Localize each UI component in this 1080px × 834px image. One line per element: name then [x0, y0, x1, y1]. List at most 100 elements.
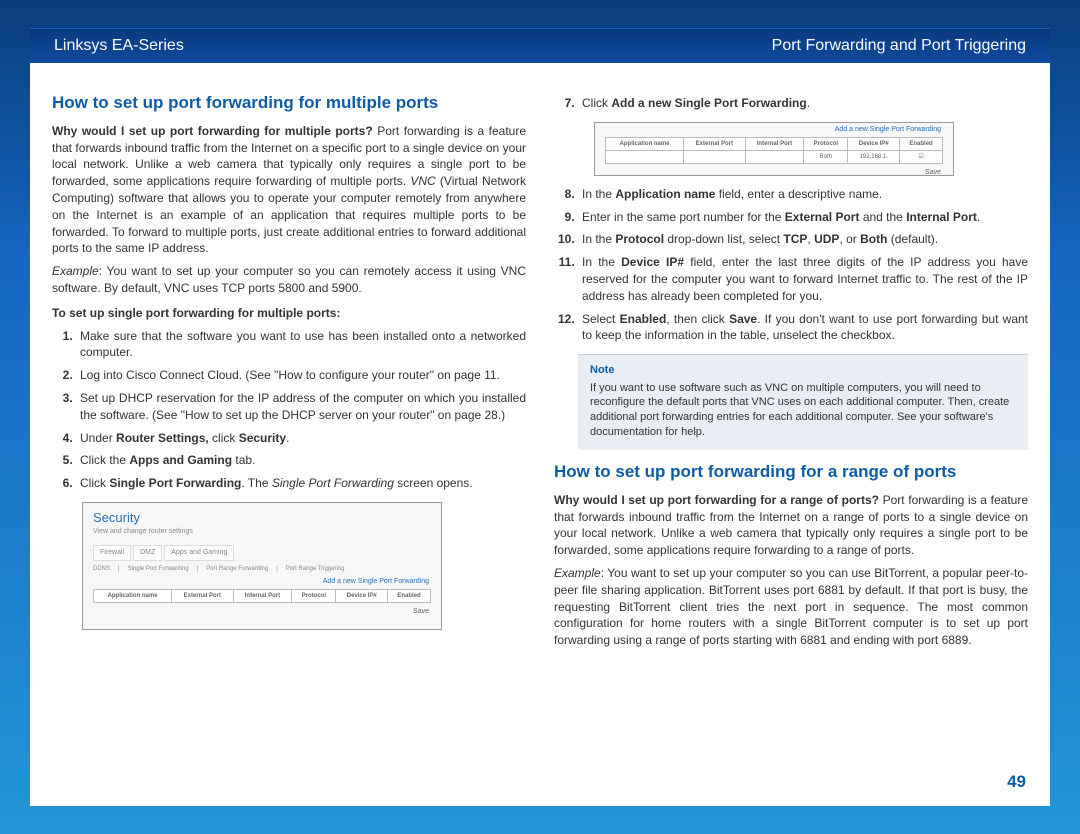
example-paragraph: Example: You want to set up your compute…: [52, 263, 526, 297]
shot1-st2: Single Port Forwarding: [128, 565, 189, 573]
example2-paragraph: Example: You want to set up your compute…: [554, 565, 1028, 649]
intro2-paragraph: Why would I set up port forwarding for a…: [554, 492, 1028, 559]
shot1-th1: Application name: [94, 589, 172, 602]
s9-pre: Enter in the same port number for the: [582, 210, 785, 224]
s8-post: field, enter a descriptive name.: [715, 187, 882, 201]
shot2-th6: Enabled: [900, 137, 943, 150]
note-body: If you want to use software such as VNC …: [590, 381, 1016, 440]
s4-mid: click: [209, 431, 239, 445]
steps-list-3: In the Application name field, enter a d…: [554, 186, 1028, 344]
shot2-th5: Device IP#: [848, 137, 900, 150]
shot1-st1: DDNS: [93, 565, 110, 573]
shot2-th2: External Port: [684, 137, 745, 150]
screenshot-security: Security View and change router settings…: [82, 502, 442, 630]
step-1: Make sure that the software you want to …: [76, 328, 526, 362]
example2-label: Example: [554, 566, 601, 580]
s4-b1: Router Settings,: [116, 431, 209, 445]
s9-mid: and the: [859, 210, 906, 224]
section-heading-1: How to set up port forwarding for multip…: [52, 91, 526, 115]
s10-b4: Both: [860, 232, 887, 246]
s7-b: Add a new Single Port Forwarding: [611, 96, 806, 110]
content-columns: How to set up port forwarding for multip…: [30, 63, 1050, 655]
example-text: : You want to set up your computer so yo…: [52, 264, 526, 295]
step-9: Enter in the same port number for the Ex…: [578, 209, 1028, 226]
s10-c2: , or: [839, 232, 860, 246]
shot1-th5: Device IP#: [336, 589, 388, 602]
shot1-title: Security: [83, 503, 441, 527]
shot2-th4: Protocol: [804, 137, 848, 150]
s9-post: .: [977, 210, 980, 224]
s7-post: .: [807, 96, 810, 110]
step-12: Select Enabled, then click Save. If you …: [578, 311, 1028, 345]
s6-i: Single Port Forwarding: [272, 476, 394, 490]
s9-b2: Internal Port: [906, 210, 977, 224]
shot2-ip: 192.168.1.: [848, 150, 900, 163]
s4-post: .: [286, 431, 289, 445]
step-3: Set up DHCP reservation for the IP addre…: [76, 390, 526, 424]
header-right: Port Forwarding and Port Triggering: [772, 37, 1026, 55]
shot1-th3: Internal Port: [233, 589, 292, 602]
s10-b: Protocol: [615, 232, 664, 246]
s12-b2: Save: [729, 312, 757, 326]
note-title: Note: [590, 363, 1016, 378]
example-label: Example: [52, 264, 99, 278]
step-11: In the Device IP# field, enter the last …: [578, 254, 1028, 304]
s11-b: Device IP#: [621, 255, 684, 269]
s4-b2: Security: [239, 431, 286, 445]
page-number: 49: [1007, 772, 1026, 792]
intro-bold: Why would I set up port forwarding for m…: [52, 124, 373, 138]
left-column: How to set up port forwarding for multip…: [52, 91, 526, 655]
step-6: Click Single Port Forwarding. The Single…: [76, 475, 526, 492]
s10-post: (default).: [887, 232, 938, 246]
s10-b3: UDP: [814, 232, 839, 246]
shot1-th2: External Port: [172, 589, 233, 602]
s10-mid: drop-down list, select: [664, 232, 783, 246]
shot2-th1: Application name: [606, 137, 684, 150]
steps-list-1: Make sure that the software you want to …: [52, 328, 526, 492]
section-heading-2: How to set up port forwarding for a rang…: [554, 460, 1028, 484]
s5-pre: Click the: [80, 453, 129, 467]
shot1-save: Save: [83, 607, 441, 621]
shot2-th3: Internal Port: [745, 137, 804, 150]
shot1-table: Application name External Port Internal …: [93, 589, 431, 603]
right-column: Click Add a new Single Port Forwarding. …: [554, 91, 1028, 655]
s6-mid: . The: [241, 476, 271, 490]
s12-pre: Select: [582, 312, 620, 326]
s8-b: Application name: [615, 187, 715, 201]
shot1-tabs: Firewall DMZ Apps and Gaming: [83, 543, 441, 563]
shot1-st4: Port Range Triggering: [286, 565, 345, 573]
step-10: In the Protocol drop-down list, select T…: [578, 231, 1028, 248]
step-8: In the Application name field, enter a d…: [578, 186, 1028, 203]
s8-pre: In the: [582, 187, 615, 201]
intro-italic: VNC: [410, 174, 435, 188]
header-left: Linksys EA-Series: [54, 37, 184, 55]
shot1-th6: Enabled: [388, 589, 431, 602]
shot2-save: Save: [595, 168, 953, 182]
s7-pre: Click: [582, 96, 611, 110]
document-page: Linksys EA-Series Port Forwarding and Po…: [30, 28, 1050, 806]
note-box: Note If you want to use software such as…: [578, 354, 1028, 450]
shot1-tab1: Firewall: [93, 545, 131, 561]
intro-paragraph: Why would I set up port forwarding for m…: [52, 123, 526, 257]
shot1-tab2: DMZ: [133, 545, 162, 561]
s10-b2: TCP: [783, 232, 807, 246]
steps-subhead: To set up single port forwarding for mul…: [52, 305, 526, 322]
step-4: Under Router Settings, click Security.: [76, 430, 526, 447]
step-5: Click the Apps and Gaming tab.: [76, 452, 526, 469]
shot2-addlink: Add a new Single Port Forwarding: [595, 123, 953, 135]
page-header: Linksys EA-Series Port Forwarding and Po…: [30, 28, 1050, 63]
shot1-tab3: Apps and Gaming: [164, 545, 234, 561]
shot2-table: Application name External Port Internal …: [605, 137, 943, 165]
shot1-st3: Port Range Forwarding: [206, 565, 268, 573]
shot2-proto: Both: [804, 150, 848, 163]
shot1-subtabs: DDNS | Single Port Forwarding | Port Ran…: [83, 563, 441, 575]
s6-pre: Click: [80, 476, 109, 490]
screenshot-addrow: Add a new Single Port Forwarding Applica…: [594, 122, 954, 176]
s5-b: Apps and Gaming: [129, 453, 232, 467]
s5-post: tab.: [232, 453, 255, 467]
s10-pre: In the: [582, 232, 615, 246]
shot1-th4: Protocol: [292, 589, 336, 602]
steps-list-2: Click Add a new Single Port Forwarding.: [554, 95, 1028, 112]
s11-pre: In the: [582, 255, 621, 269]
s12-b1: Enabled: [620, 312, 667, 326]
